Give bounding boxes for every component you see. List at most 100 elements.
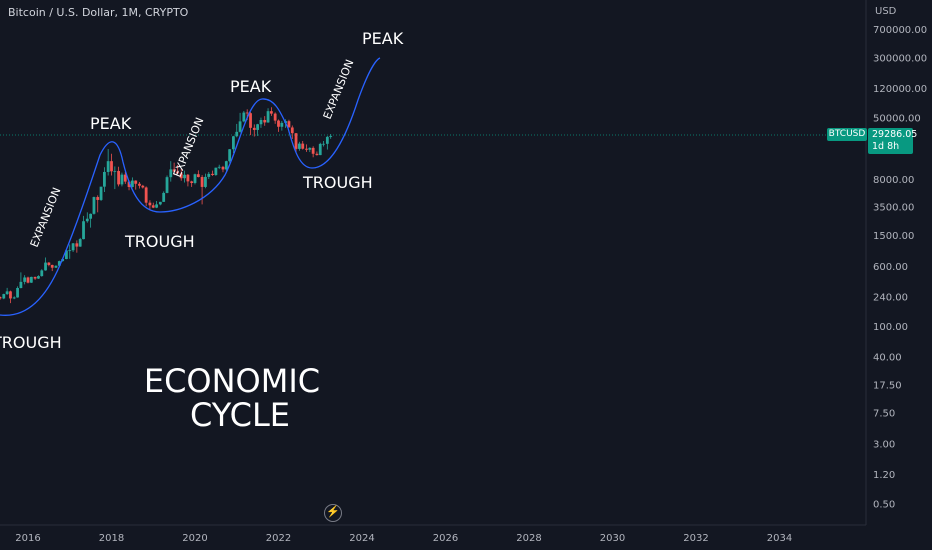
candle-body — [44, 262, 47, 271]
bar-countdown: 1d 8h — [872, 141, 900, 152]
candle — [315, 151, 319, 156]
time-tick-label: 2034 — [767, 533, 792, 544]
candle — [162, 191, 166, 203]
candle — [85, 212, 89, 223]
candle — [19, 272, 23, 289]
candle-body — [0, 297, 2, 299]
candle — [103, 167, 106, 193]
candle-body — [235, 131, 239, 137]
candle — [242, 110, 246, 123]
candle-body — [245, 112, 249, 114]
center-label-line-2: CYCLE — [190, 396, 290, 434]
candle — [329, 134, 333, 139]
candle — [92, 196, 96, 215]
candle-body — [179, 173, 183, 179]
price-axis[interactable]: 700000.00 300000.00 120000.00 50000.00 8000.… — [873, 25, 927, 510]
candle-body — [211, 173, 214, 175]
candle — [172, 162, 176, 176]
time-tick-label: 2030 — [600, 533, 625, 544]
candle-body — [37, 276, 40, 279]
center-label-line-1: ECONOMIC — [144, 362, 320, 400]
annotation-trough-3: TROUGH — [302, 173, 373, 192]
candle-body — [277, 120, 280, 127]
candle — [211, 170, 214, 176]
chart-title: Bitcoin / U.S. Dollar, 1M, CRYPTO — [8, 6, 189, 19]
candle-body — [103, 171, 106, 187]
candle — [16, 286, 19, 298]
candle-body — [75, 243, 79, 247]
candle-body — [311, 147, 315, 154]
price-tick-label: 1.20 — [873, 470, 895, 481]
candle-body — [40, 270, 44, 277]
candle-body — [120, 174, 124, 185]
candle-body — [169, 169, 173, 178]
candle-body — [106, 161, 110, 172]
candle — [37, 275, 40, 280]
candle-body — [5, 291, 9, 295]
candle-body — [33, 276, 37, 279]
candle — [9, 290, 12, 304]
candle-body — [297, 143, 301, 149]
candle — [138, 182, 141, 189]
candle — [217, 164, 221, 170]
last-price-value: 29286.05 — [872, 129, 918, 140]
candle-body — [318, 143, 322, 156]
candle-body — [12, 297, 16, 299]
currency-label: USD — [875, 6, 897, 17]
candle — [5, 287, 9, 295]
candle — [232, 135, 235, 154]
candle — [144, 186, 148, 207]
candle-body — [68, 250, 72, 252]
annotation-peak-3: PEAK — [362, 29, 404, 48]
candle-body — [127, 181, 131, 187]
candle — [301, 140, 305, 150]
candle-body — [242, 112, 246, 122]
price-tick-label: 0.50 — [873, 500, 895, 511]
time-tick-label: 2016 — [15, 533, 40, 544]
candle-body — [266, 111, 270, 123]
annotation-peak-2: PEAK — [230, 77, 272, 96]
candle — [44, 257, 47, 271]
cycle-curve-line — [0, 57, 381, 316]
candle-body — [96, 197, 100, 200]
candle — [71, 243, 75, 252]
candle-body — [92, 197, 96, 214]
candle-body — [85, 218, 89, 222]
candle-body — [329, 135, 333, 137]
candle — [190, 180, 194, 187]
candle — [40, 269, 44, 277]
cycle-curve — [0, 57, 381, 316]
candle-body — [134, 180, 138, 184]
candle-body — [273, 113, 277, 121]
lightning-icon[interactable]: ⚡ — [324, 504, 342, 522]
candle — [110, 153, 113, 176]
candle — [277, 119, 280, 132]
candle-body — [196, 174, 200, 178]
price-tick-label: 8000.00 — [873, 175, 914, 186]
candle-body — [217, 166, 221, 168]
candle-body — [238, 121, 242, 132]
candle-body — [57, 261, 61, 266]
candle-body — [207, 173, 211, 177]
price-tick-label: 40.00 — [873, 353, 902, 364]
candle — [75, 240, 79, 253]
candle-body — [117, 170, 120, 185]
candle-body — [214, 167, 218, 175]
time-tick-label: 2018 — [99, 533, 124, 544]
candle-body — [221, 166, 225, 170]
candle — [65, 249, 68, 260]
time-axis[interactable]: 2016 2018 2020 2022 2024 2026 2028 2030 2032 2034 — [15, 533, 792, 544]
candle-body — [308, 147, 312, 150]
candle — [54, 265, 58, 269]
candle-body — [110, 161, 113, 172]
time-tick-label: 2028 — [516, 533, 541, 544]
candle — [78, 237, 82, 247]
candle-body — [99, 186, 103, 200]
candle-body — [200, 177, 204, 187]
candle-body — [9, 291, 12, 299]
time-tick-label: 2026 — [433, 533, 458, 544]
candle-body — [130, 180, 134, 187]
candle — [134, 180, 138, 190]
candle — [96, 195, 100, 213]
